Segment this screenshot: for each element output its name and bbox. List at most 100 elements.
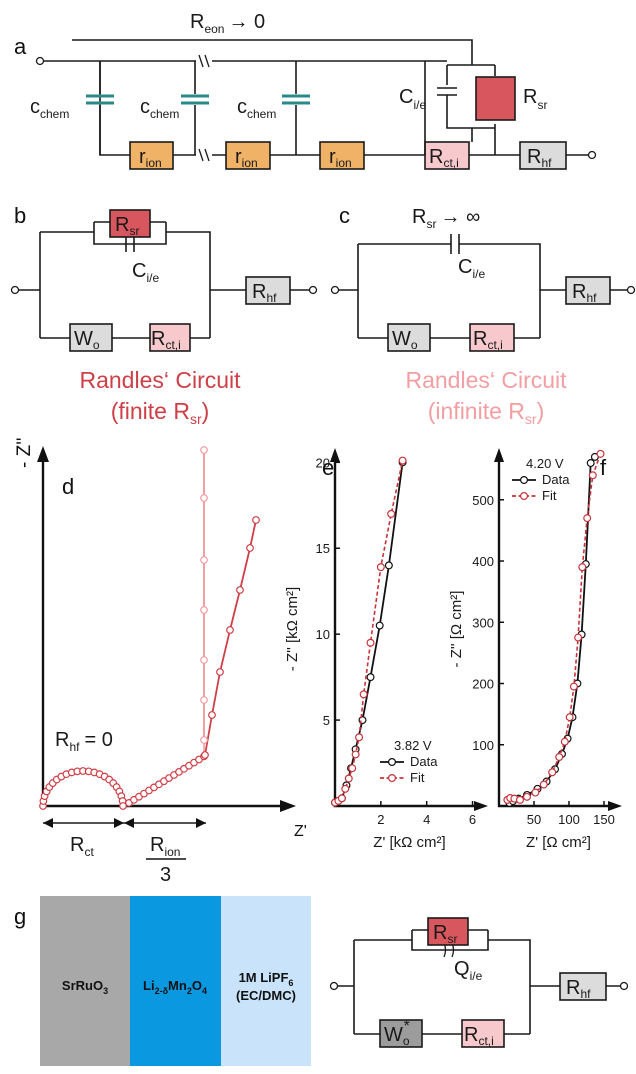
chart-e-point-fit: [366, 638, 375, 647]
rsr-label-b: Rsr: [115, 214, 139, 238]
chart-e-point-data: [366, 673, 375, 682]
rsr-infinite-label: Rsr → ∞: [412, 206, 480, 231]
d-xlabel: Z': [294, 823, 307, 840]
caption-c-line2: (infinite Rsr): [428, 398, 545, 427]
panel-c: c Rsr → ∞ Ci/e Rhf Wo Rct,i Randles‘ Circ…: [330, 203, 636, 427]
chart-e-legend-marker-data: [388, 757, 397, 766]
reon-wire: [72, 39, 473, 65]
circuit-b-wires: [18, 221, 310, 339]
layer-1-label: SrRuO3: [62, 978, 108, 996]
chart-e-legend-label-data: Data: [410, 754, 438, 769]
chart-f-xlabel: Z' [Ω cm²]: [526, 834, 591, 851]
layer-3-label-line1: 1M LiPF6: [239, 970, 294, 988]
q-label-g: Qi/e: [454, 958, 483, 983]
chart-f-ytick-label: 300: [472, 615, 494, 630]
chart-f-axes: [497, 452, 618, 808]
rhf-label-g: Rhf: [566, 977, 591, 1001]
chart-e-point-fit: [355, 733, 364, 742]
d-infinite-point: [200, 556, 208, 564]
cie-label-a: Ci/e: [399, 86, 426, 112]
chart-f-xtick-label: 50: [527, 812, 541, 827]
rsr-label-a: Rsr: [523, 86, 547, 112]
rhf-box-c: [565, 276, 611, 305]
chart-f-ytick-label: 100: [472, 738, 494, 753]
d-finite-line: [42, 519, 257, 808]
terminal-right-g: [619, 981, 629, 991]
chart-f-point-fit: [583, 514, 592, 523]
chart-f-point-fit: [515, 795, 524, 804]
layer-2-label: Li2-δMn2O4: [143, 978, 207, 996]
cchem-label-1: cchem: [30, 96, 69, 121]
chart-e-point-data: [384, 561, 393, 570]
layer-srruo3: [40, 896, 130, 1066]
chart-f-legend-label-data: Data: [542, 472, 570, 487]
panel-a: a Reon → 0 cchem cchem cchem rion rion ri…: [14, 11, 597, 170]
chart-f-legend-marker-fit: [519, 492, 528, 501]
panel-g: g SrRuO3 Li2-δMn2O4 1M LiPF6 (EC/DMC) Rs…: [14, 896, 629, 1066]
chart-f-point-fit: [565, 713, 574, 722]
caption-b-line2: (finite Rsr): [111, 398, 210, 427]
chart-f-y-arrow: [494, 448, 504, 462]
rcti-label-c: Rct,i: [473, 328, 503, 352]
chart-f-xtick-label: 100: [558, 812, 580, 827]
terminal-left-g: [329, 981, 339, 991]
chart-f-point-fit: [569, 682, 578, 691]
d-infinite-point: [200, 656, 208, 664]
chart-f-point-fit: [596, 449, 605, 458]
chart-e-ytick-label: 15: [316, 541, 330, 556]
wo-label-g: Wo*: [384, 1018, 410, 1048]
panel-label-a: a: [14, 34, 27, 59]
d-y-arrow: [37, 446, 49, 462]
chart-e-ytick-label: 5: [323, 713, 330, 728]
wo-box-b: [69, 323, 113, 352]
chart-f-point-fit: [560, 737, 569, 746]
layer-electrolyte: [221, 896, 311, 1066]
chart-e-point-fit: [398, 456, 407, 465]
d-finite-point: [236, 586, 244, 594]
d-axes: [41, 452, 288, 808]
rcti-label-g: Rct,i: [464, 1024, 494, 1048]
cie-label-c: Ci/e: [458, 256, 485, 281]
chart-f-ytick-label: 200: [472, 677, 494, 692]
d-finite-point: [216, 668, 224, 676]
d-finite-point: [201, 751, 209, 759]
cap-wires: [194, 61, 297, 155]
d-dimension-arrows: [43, 818, 206, 828]
chart-f-point-fit: [555, 753, 564, 762]
chart-f-x-arrow: [608, 801, 622, 811]
chart-f-series-fit: [506, 453, 602, 801]
chart-f-point-fit: [588, 471, 597, 480]
rion-label-2: rion: [235, 146, 258, 170]
terminal-left-b: [10, 285, 20, 295]
chart-f-point-data: [586, 459, 595, 468]
d-rct-label: Rct: [70, 834, 94, 859]
circuit-c-wires: [338, 243, 628, 339]
d-infinite-point: [200, 494, 208, 502]
d-finite-point: [208, 711, 216, 719]
d-infinite-point: [200, 606, 208, 614]
rcti-box-a: [424, 141, 470, 170]
break-mark-top: [198, 54, 210, 68]
circuit-g-wires: [338, 929, 620, 1035]
d-x-arrow: [280, 800, 296, 812]
chart-f-series-data: [509, 456, 596, 804]
rhf-label-c: Rhf: [572, 281, 597, 305]
wo-label-c: Wo: [392, 328, 418, 352]
chart-e-ytick-label: 20: [316, 455, 330, 470]
chart-f-xtick-label: 150: [593, 812, 615, 827]
d-infinite-point: [200, 446, 208, 454]
rcti-label-b: Rct,i: [151, 328, 181, 352]
parallel-rsr-wires: [424, 60, 496, 155]
chart-f-point-fit: [522, 792, 531, 801]
rhf-label-a: Rhf: [527, 146, 552, 170]
d-infinite-point: [200, 736, 208, 744]
chart-e-legend-marker-fit: [388, 773, 397, 782]
rion-box-3: [319, 141, 365, 170]
panel-label-f: f: [600, 455, 607, 480]
d-rion-label: Rion: [150, 834, 180, 859]
d-finite-point: [246, 544, 254, 552]
d-finite-point: [226, 626, 234, 634]
chart-e-xtick-label: 4: [423, 812, 430, 827]
rhf-box-b: [245, 276, 291, 305]
d-finite-point: [252, 516, 260, 524]
